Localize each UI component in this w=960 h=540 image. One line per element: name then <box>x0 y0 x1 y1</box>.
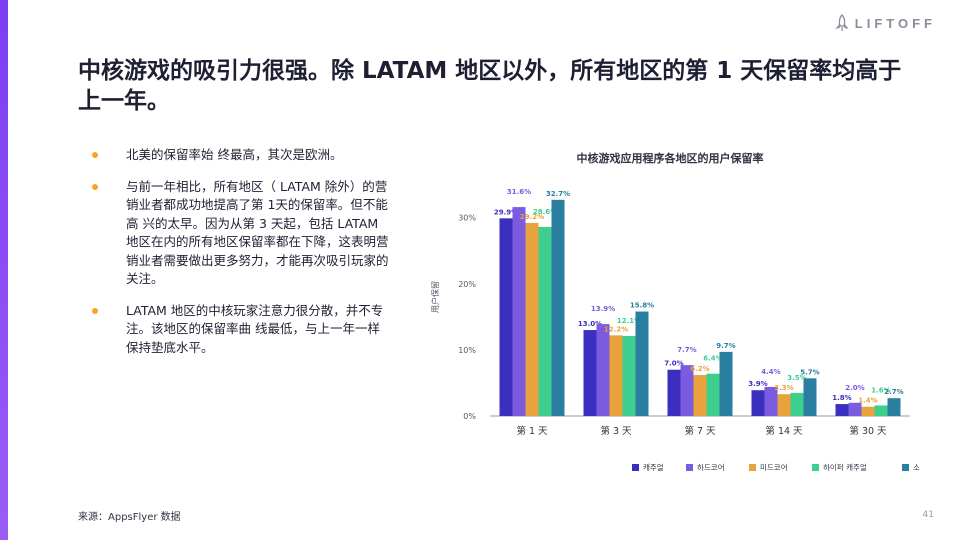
bar <box>525 222 539 416</box>
bar <box>667 369 681 416</box>
legend-label: 캐주얼 <box>643 463 664 472</box>
data-label: 5.7% <box>800 368 819 376</box>
bar <box>609 335 623 416</box>
data-label: 1.6% <box>871 386 890 394</box>
legend-label: 미드코어 <box>760 462 788 472</box>
x-tick-label: 第 14 天 <box>765 425 803 437</box>
bar <box>803 378 817 416</box>
bar <box>751 390 765 416</box>
legend-swatch <box>686 464 693 471</box>
bar <box>635 311 649 416</box>
legend-label: 소셜 카지노 <box>913 463 920 472</box>
bar <box>693 375 707 416</box>
data-label: 32.7% <box>546 190 570 198</box>
x-tick-label: 第 1 天 <box>516 425 548 437</box>
data-label: 1.8% <box>832 394 851 402</box>
data-label: 15.8% <box>630 302 654 310</box>
bar <box>706 373 720 416</box>
bar <box>583 330 597 416</box>
y-tick-label: 20% <box>458 280 476 289</box>
y-tick-label: 10% <box>458 346 476 355</box>
page-headline: 中核游戏的吸引力很强。除 LATAM 地区以外，所有地区的第 1 天保留率均高于… <box>78 58 902 114</box>
data-label: 31.6% <box>507 188 531 196</box>
data-label: 13.0% <box>578 320 602 328</box>
data-label: 3.9% <box>748 380 767 388</box>
bar <box>835 404 849 416</box>
data-label: 3.5% <box>787 374 806 382</box>
data-label: 6.2% <box>690 365 709 373</box>
x-tick-label: 第 30 天 <box>849 425 887 437</box>
legend-label: 하이퍼 캐주얼 <box>823 462 867 472</box>
data-label: 13.9% <box>591 305 615 313</box>
bullet-list: 北美的保留率始 终最高，其次是欧洲。 与前一年相比，所有地区（ LATAM 除外… <box>92 146 392 370</box>
legend-swatch <box>632 464 639 471</box>
bullet-text: LATAM 地区的中核玩家注意力很分散，并不专注。该地区的保留率曲 线最低，与上… <box>126 302 384 355</box>
data-label: 6.4% <box>703 355 722 363</box>
legend-swatch <box>902 464 909 471</box>
data-label: 9.7% <box>716 342 735 350</box>
data-label: 7.7% <box>677 346 696 354</box>
bullet-text: 北美的保留率始 终最高，其次是欧洲。 <box>126 147 343 162</box>
data-label: 4.4% <box>761 368 780 376</box>
data-label: 29.2% <box>520 213 544 221</box>
bar <box>874 405 888 416</box>
bar <box>790 392 804 416</box>
data-label: 2.7% <box>884 388 903 396</box>
bullet-dot <box>92 307 98 314</box>
bar <box>538 226 552 416</box>
bullet-item: 北美的保留率始 终最高，其次是欧洲。 <box>92 146 392 165</box>
legend-swatch <box>812 464 819 471</box>
bar <box>848 402 862 416</box>
bullet-item: 与前一年相比，所有地区（ LATAM 除外）的营销业者都成功地提高了第 1天的保… <box>92 178 392 289</box>
bullet-dot <box>92 183 98 190</box>
y-tick-label: 0% <box>463 412 476 421</box>
data-label: 3.3% <box>774 384 793 392</box>
bar <box>887 398 901 416</box>
data-label: 28.6% <box>533 208 557 216</box>
data-label: 7.0% <box>664 360 683 368</box>
source-note: 来源：AppsFlyer 数据 <box>78 512 181 523</box>
data-label: 12.2% <box>604 325 628 333</box>
rocket-icon <box>835 14 849 31</box>
x-tick-label: 第 3 天 <box>600 425 632 437</box>
bar <box>551 199 565 416</box>
data-label: 1.4% <box>858 397 877 405</box>
page-number: 41 <box>922 510 934 520</box>
brand-logo: LIFTOFF <box>835 14 936 32</box>
legend-swatch <box>749 464 756 471</box>
bar <box>764 386 778 416</box>
bar <box>512 207 526 416</box>
bar <box>719 351 733 416</box>
data-label: 2.0% <box>845 384 864 392</box>
y-axis-label: 用户保留 <box>430 281 440 313</box>
bar <box>622 336 636 416</box>
accent-side-bar <box>0 0 8 540</box>
bar <box>680 365 694 416</box>
retention-bar-chart: 用户保留 0% 10% 20% 30% 29.9% 31.6% 29.2%28.6% 32.7%… <box>430 188 920 472</box>
bar <box>499 218 513 416</box>
chart-title: 中核游戏应用程序各地区的用户保留率 <box>576 152 764 165</box>
legend-label: 하드코어 <box>697 462 725 472</box>
bar <box>861 406 875 416</box>
bar <box>777 394 791 416</box>
bullet-item: LATAM 地区的中核玩家注意力很分散，并不专注。该地区的保留率曲 线最低，与上… <box>92 302 392 358</box>
data-label: 12.1% <box>617 317 641 325</box>
bar <box>596 324 610 416</box>
bullet-dot <box>92 152 98 158</box>
y-tick-label: 30% <box>458 214 476 223</box>
bullet-text: 与前一年相比，所有地区（ LATAM 除外）的营销业者都成功地提高了第 1天的保… <box>126 178 389 287</box>
data-label: 29.9% <box>494 208 518 216</box>
brand-name: LIFTOFF <box>854 15 936 31</box>
x-tick-label: 第 7 天 <box>684 425 716 437</box>
